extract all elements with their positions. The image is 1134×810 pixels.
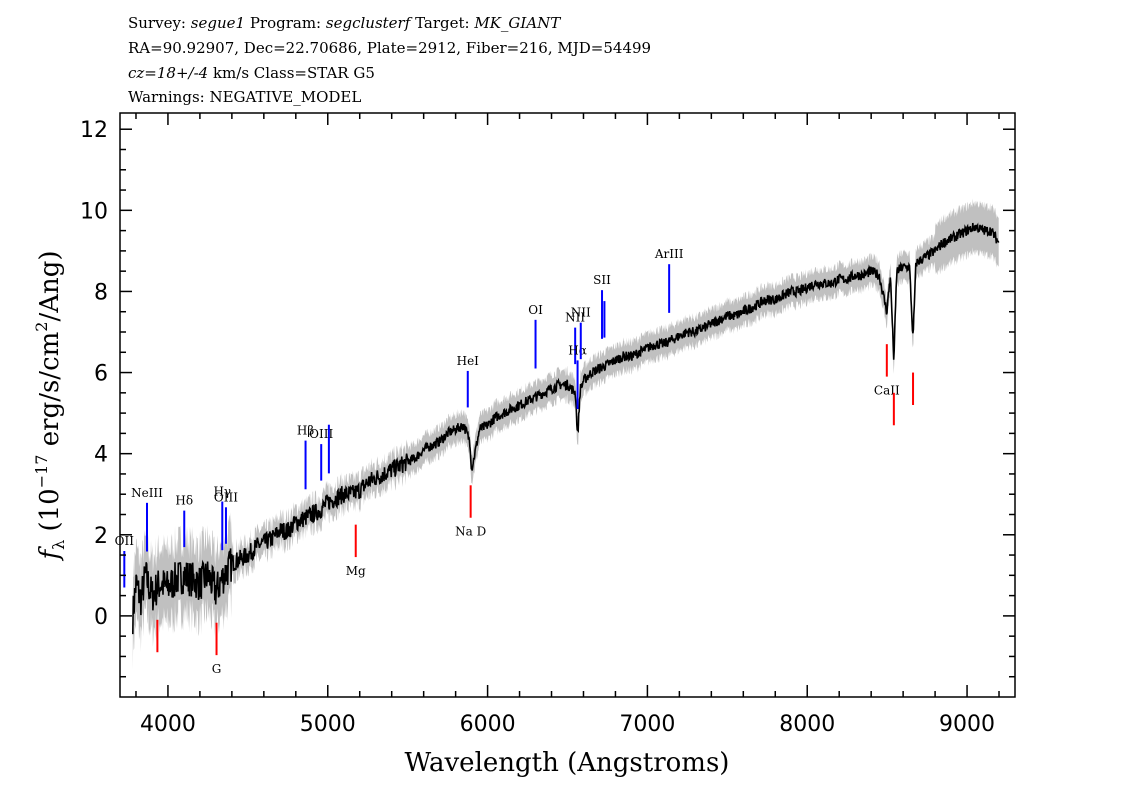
y-axis-unit: erg/s/cm	[35, 332, 65, 455]
y-axis-title: fλ (10−17 erg/s/cm2/Ang)	[32, 250, 68, 561]
emission-line-label: Hβ	[297, 424, 314, 438]
error-band	[132, 198, 999, 671]
class-text: km/s Class=STAR G5	[208, 64, 375, 82]
emission-line-label: ArIII	[654, 247, 684, 261]
emission-line-label: SII	[593, 273, 611, 287]
header-line-2: RA=90.92907, Dec=22.70686, Plate=2912, F…	[128, 39, 652, 57]
emission-line-label: Hγ	[213, 485, 231, 499]
emission-line-label: NII	[565, 311, 585, 325]
y-tick-label: 4	[94, 443, 108, 468]
plot-frame	[119, 112, 1016, 698]
y-axis-end: /Ang)	[35, 250, 65, 321]
survey-value: segue1	[190, 14, 246, 32]
absorption-line-label: Mg	[346, 564, 366, 578]
survey-label: Survey:	[128, 14, 186, 32]
y-tick-label: 0	[94, 605, 108, 630]
axis-ticks: 4000 5000 6000 7000 8000 9000 0 2 4 6 8 10 12	[80, 113, 1015, 737]
header-line-4: Warnings: NEGATIVE_MODEL	[128, 88, 362, 106]
target-label: Target:	[415, 14, 470, 32]
emission-line-label: NII	[571, 306, 591, 320]
y-tick-label: 2	[94, 524, 108, 549]
x-tick-label: 7000	[619, 712, 675, 737]
emission-line-label: OII	[115, 534, 135, 548]
absorption-line-label: CaII	[874, 384, 900, 398]
y-axis-sub: λ	[49, 540, 68, 550]
x-tick-label: 5000	[300, 712, 356, 737]
x-tick-label: 6000	[460, 712, 516, 737]
y-axis-mid: (10	[35, 488, 65, 540]
y-axis-exp2: 2	[32, 322, 51, 332]
program-value: segclusterf	[325, 14, 411, 32]
emission-line-label: NeIII	[131, 486, 163, 500]
y-axis-exp: −17	[32, 455, 51, 489]
header-line-1: Survey: segue1 Program: segclusterf Targ…	[128, 13, 560, 33]
x-tick-label: 8000	[779, 712, 835, 737]
x-axis-title: Wavelength (Angstroms)	[405, 748, 730, 778]
absorption-line-label: G	[212, 662, 222, 676]
emission-line-label: HeI	[457, 354, 480, 368]
x-tick-label: 9000	[939, 712, 995, 737]
y-tick-label: 10	[80, 199, 108, 224]
emission-line-label: OIII	[214, 490, 238, 504]
target-value: MK_GIANT	[474, 14, 561, 32]
y-tick-label: 12	[80, 118, 108, 143]
cz-value: cz=18+/-4	[128, 64, 209, 82]
emission-line-label: Hα	[568, 343, 587, 357]
program-label: Program:	[249, 14, 322, 32]
y-tick-label: 6	[94, 362, 108, 387]
flux-line	[132, 222, 1000, 635]
header-line-3: cz=18+/-4 km/s Class=STAR G5	[128, 63, 375, 83]
plot-content: OIINeIIIHδHγOIIIHβOIIIHeIOINIIHαNIISIIAr…	[115, 198, 1000, 676]
y-tick-label: 8	[94, 280, 108, 305]
emission-line-label: OI	[528, 303, 543, 317]
x-tick-label: 4000	[140, 712, 196, 737]
emission-line-label: Hδ	[175, 494, 193, 508]
absorption-line-label: Na D	[455, 525, 486, 539]
emission-line-label: OIII	[309, 427, 333, 441]
